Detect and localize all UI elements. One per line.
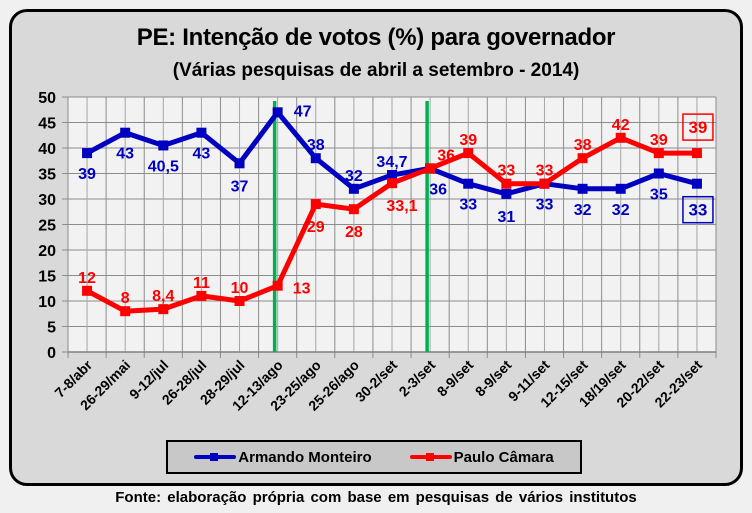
y-axis-ticks: 0 5 10 15 20 25 30 35 40 45 50 <box>38 90 56 362</box>
data-point-paulo <box>120 306 131 317</box>
data-point-armando <box>615 183 626 194</box>
data-point-paulo <box>158 304 169 315</box>
data-point-paulo <box>615 132 626 143</box>
y-tick-label: 10 <box>38 294 56 311</box>
y-tick-label: 20 <box>38 243 56 260</box>
data-label-armando: 40,5 <box>148 158 179 175</box>
data-point-armando <box>463 178 474 189</box>
data-label-armando: 32 <box>574 202 592 219</box>
data-label-paulo: 33 <box>497 163 515 180</box>
data-point-paulo <box>463 148 474 159</box>
y-tick-label: 0 <box>47 345 56 362</box>
data-point-paulo <box>577 153 588 164</box>
data-point-paulo <box>82 285 93 296</box>
data-labels: 39 43 40,5 43 37 47 38 32 34,7 36 33 31 33 32 32 35 12 8 8… <box>78 103 714 307</box>
data-point-paulo <box>501 178 512 189</box>
legend-item-paulo: Paulo Câmara <box>409 448 554 466</box>
x-tick-label: 2-3/set <box>396 357 439 400</box>
data-label-armando: 39 <box>78 166 96 183</box>
legend: Armando Monteiro Paulo Câmara <box>166 440 582 474</box>
data-point-armando <box>653 168 664 179</box>
chart-title: PE: Intenção de votos (%) para governado… <box>136 24 616 51</box>
data-point-armando <box>501 188 512 199</box>
data-point-paulo <box>196 290 207 301</box>
data-label-armando: 35 <box>650 187 668 204</box>
final-label-paulo: 39 <box>688 118 707 137</box>
legend-item-armando: Armando Monteiro <box>194 448 372 466</box>
data-point-armando <box>158 140 169 151</box>
y-tick-label: 25 <box>38 218 56 235</box>
data-label-paulo: 38 <box>574 137 592 154</box>
y-tick-label: 45 <box>38 116 56 133</box>
series-lines <box>82 107 702 317</box>
y-tick-label: 30 <box>38 192 56 209</box>
data-label-armando: 33 <box>536 197 554 214</box>
data-label-paulo: 12 <box>78 270 96 287</box>
data-point-armando <box>234 158 245 169</box>
data-point-paulo <box>272 280 283 291</box>
data-point-paulo <box>234 296 245 306</box>
final-label-box-paulo <box>682 113 714 141</box>
data-label-armando: 32 <box>345 168 363 185</box>
data-point-armando <box>196 127 207 138</box>
source-note: Fonte: elaboração própria com base em pe… <box>115 489 637 506</box>
data-label-paulo: 28 <box>345 224 363 241</box>
data-point-armando <box>387 170 397 181</box>
data-point-paulo <box>310 199 321 210</box>
y-tick-label: 5 <box>47 320 56 337</box>
data-label-paulo: 8,4 <box>152 288 174 305</box>
y-tick-label: 40 <box>38 141 56 158</box>
data-point-armando <box>272 107 283 118</box>
data-label-armando: 38 <box>307 137 325 154</box>
data-label-armando: 32 <box>612 202 630 219</box>
data-label-armando: 33 <box>459 197 477 214</box>
data-point-armando <box>348 183 359 194</box>
legend-label-paulo: Paulo Câmara <box>453 448 554 466</box>
data-label-paulo: 33 <box>536 163 554 180</box>
data-point-armando <box>82 148 93 159</box>
y-tick-label: 15 <box>38 269 56 286</box>
data-label-paulo: 33,1 <box>386 198 417 215</box>
data-label-armando: 31 <box>497 209 515 226</box>
data-point-paulo <box>539 178 550 189</box>
x-tick-label: 30-2/set <box>352 357 400 405</box>
data-label-paulo: 10 <box>231 280 249 297</box>
legend-swatch-armando <box>194 450 237 464</box>
data-point-armando <box>691 178 702 189</box>
final-label-box-armando <box>682 195 714 224</box>
data-point-paulo <box>425 163 436 174</box>
data-label-paulo: 11 <box>193 275 210 292</box>
data-label-paulo: 8 <box>121 290 130 307</box>
data-label-armando: 34,7 <box>376 154 407 171</box>
data-label-paulo: 13 <box>293 281 311 298</box>
data-point-paulo <box>653 148 664 159</box>
chart-subtitle: (Várias pesquisas de abril a setembro - … <box>172 60 580 81</box>
gridlines <box>62 96 717 358</box>
data-point-paulo <box>348 204 359 215</box>
data-point-armando <box>577 183 588 194</box>
data-point-armando <box>310 153 321 164</box>
data-point-paulo <box>387 178 397 189</box>
vertical-markers <box>272 101 429 352</box>
y-tick-label: 35 <box>38 167 56 184</box>
data-point-armando <box>120 127 131 138</box>
data-label-armando: 43 <box>116 146 134 163</box>
data-label-armando: 36 <box>429 181 447 198</box>
x-tick-label: 8-9/set <box>434 357 477 400</box>
x-axis-ticks: 7-8/abr26-29/mai9-12/jul26-28/jul28-29/j… <box>51 356 705 413</box>
data-label-paulo: 42 <box>612 117 630 134</box>
data-label-paulo: 29 <box>307 219 325 236</box>
y-tick-label: 50 <box>38 90 56 107</box>
data-label-paulo: 39 <box>650 132 668 149</box>
data-label-armando: 43 <box>193 146 211 163</box>
data-label-paulo: 39 <box>459 132 477 149</box>
data-label-armando: 47 <box>294 103 312 120</box>
data-point-paulo <box>691 148 702 159</box>
legend-label-armando: Armando Monteiro <box>238 448 372 466</box>
data-label-armando: 37 <box>231 178 249 195</box>
data-label-paulo: 36 <box>437 147 455 164</box>
legend-swatch-paulo <box>409 450 452 464</box>
final-label-armando: 33 <box>688 201 707 220</box>
